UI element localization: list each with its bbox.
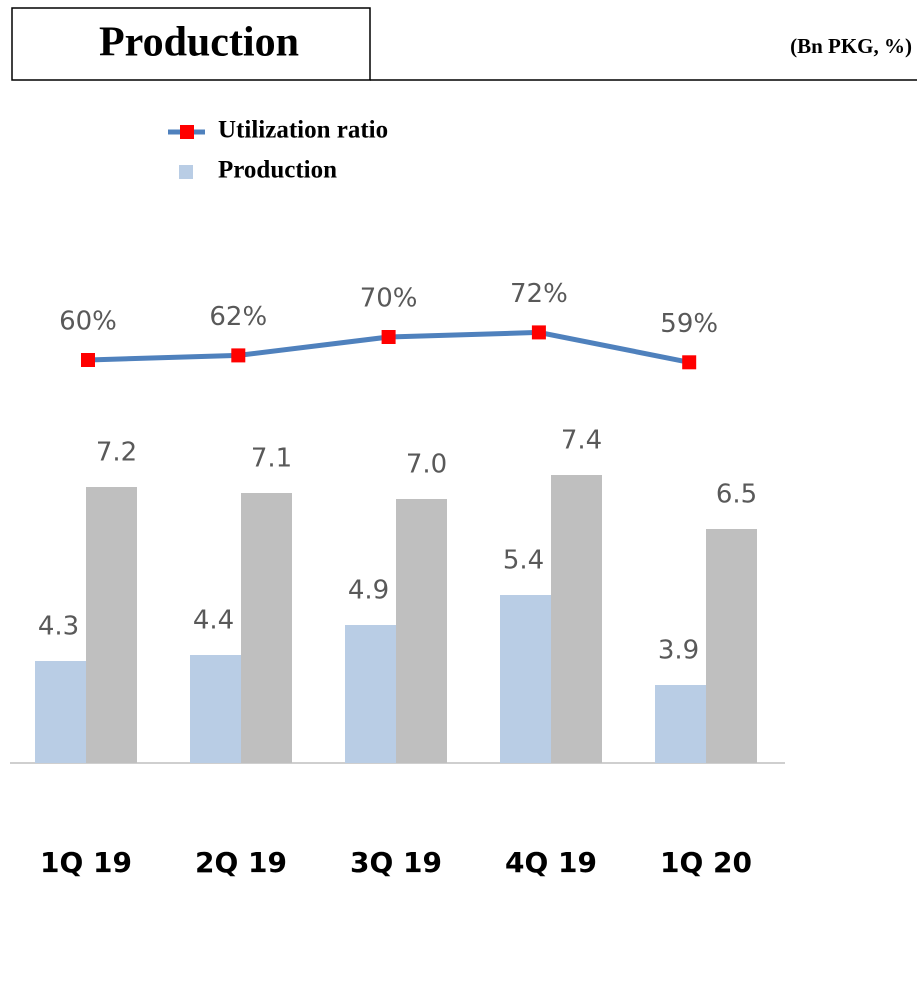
bar-value-label: 7.2 (96, 438, 137, 468)
bar-value-label: 6.5 (716, 480, 757, 510)
line-marker (682, 355, 697, 370)
line-value-label: 59% (660, 309, 718, 339)
title-box (11, 7, 371, 81)
bar (551, 475, 602, 763)
line-marker (81, 353, 95, 367)
bar (396, 499, 447, 763)
bar (241, 493, 292, 763)
line-value-label: 62% (209, 302, 267, 332)
bar-value-label: 7.1 (251, 444, 292, 474)
bar-value-label: 3.9 (658, 636, 699, 666)
bar-value-label: 7.0 (406, 450, 447, 480)
legend-swatch (179, 165, 193, 179)
bar (500, 595, 551, 763)
line-marker (531, 325, 546, 340)
x-tick-label: 3Q 19 (350, 846, 442, 879)
line-marker (231, 348, 246, 363)
chart-title: Production (99, 20, 299, 66)
bar (345, 625, 396, 763)
bar-value-label: 4.4 (193, 606, 234, 636)
bar-value-label: 7.4 (561, 426, 602, 456)
line-value-label: 72% (510, 279, 568, 309)
x-tick-label: 1Q 19 (40, 846, 132, 879)
bar (706, 529, 757, 763)
bar-value-label: 4.9 (348, 576, 389, 606)
line-marker (381, 330, 396, 344)
legend-label: Utilization ratio (218, 117, 388, 144)
legend-marker (180, 125, 194, 139)
x-tick-label: 1Q 20 (660, 846, 752, 879)
bar (655, 685, 706, 763)
bar (190, 655, 241, 763)
x-tick-label: 4Q 19 (505, 846, 597, 879)
line-value-label: 60% (59, 307, 117, 337)
bar-value-label: 5.4 (503, 546, 544, 576)
bar (86, 487, 137, 763)
bar-value-label: 4.3 (38, 612, 79, 642)
x-tick-label: 2Q 19 (195, 846, 287, 879)
bar (35, 661, 86, 763)
unit-label: (Bn PKG, %) (790, 34, 912, 58)
legend-label: Production (218, 157, 337, 184)
line-value-label: 70% (360, 284, 418, 314)
